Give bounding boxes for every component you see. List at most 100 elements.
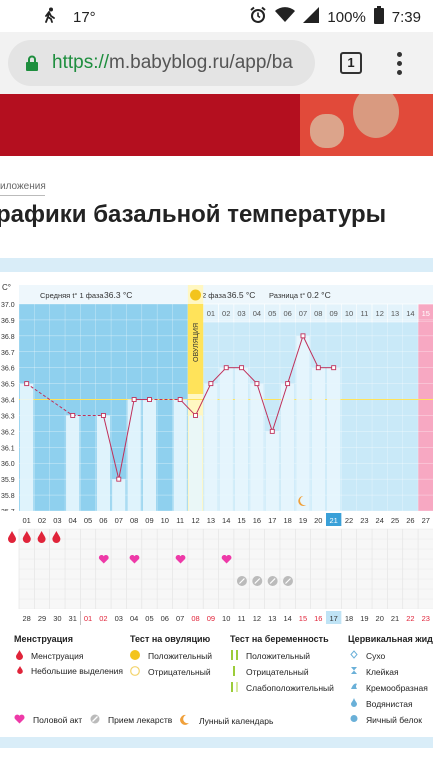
tab-switcher-button[interactable]: 1: [340, 52, 362, 74]
legend-preg-negative: Отрицательный: [231, 666, 309, 678]
menstruation-drop-icon: [22, 531, 31, 543]
legend-cerv-creamy: Кремообразная: [350, 682, 428, 693]
top-day-label: 07: [299, 309, 307, 318]
temp-bar: [265, 431, 279, 511]
page-title: рафики базальной температуры: [0, 201, 387, 228]
breadcrumb[interactable]: иложения: [0, 181, 46, 192]
browser-toolbar: https://m.babyblog.ru/app/ba 1: [0, 32, 433, 94]
intercourse-heart-icon: [175, 554, 186, 564]
y-axis-unit: C°: [2, 283, 11, 292]
y-tick-label: 37.0: [1, 302, 15, 309]
hollow-drop-icon: [350, 650, 358, 661]
calendar-date-label: 18: [345, 614, 353, 623]
temp-point: [24, 381, 30, 387]
phase1-label: Средняя t° 1 фаза: [40, 291, 104, 300]
legend-cervical-title: Цервикальная жидко: [348, 634, 433, 644]
temp-line-segment: [195, 383, 212, 416]
calendar-date-label: 12: [253, 614, 261, 623]
cycle-day-label: 18: [283, 516, 291, 525]
clock-time: 7:39: [391, 8, 421, 26]
cycle-day-label: 10: [161, 516, 169, 525]
cycle-day-label: 25: [391, 516, 399, 525]
cycle-day-label: 27: [422, 516, 430, 525]
temp-bar: [20, 383, 34, 511]
browser-menu-button[interactable]: [392, 50, 406, 78]
ad-banner[interactable]: [0, 94, 433, 156]
temp-point: [208, 381, 214, 387]
calendar-date-label: 15: [299, 614, 307, 623]
top-day-label: 14: [406, 309, 414, 318]
temp-bar: [66, 415, 80, 511]
temp-point: [100, 413, 106, 418]
temp-bar: [327, 367, 341, 511]
temp-bar: [296, 335, 310, 511]
temp-bar: [142, 399, 157, 511]
temp-line-segment: [302, 335, 319, 368]
calendar-date-label: 05: [145, 614, 153, 623]
top-day-label: 10: [345, 309, 353, 318]
temp-bar: [96, 415, 111, 511]
calendar-date-label: 17: [330, 614, 338, 623]
ovulation-test-dot: [190, 289, 202, 301]
temp-bar: [173, 399, 187, 511]
drop-icon: [16, 650, 23, 662]
temp-point: [285, 381, 291, 387]
menstruation-drop-icon: [37, 531, 46, 543]
legend-intercourse: Половой акт: [14, 714, 82, 726]
url-scheme: https://: [52, 52, 110, 73]
lock-icon: [25, 55, 39, 71]
intercourse-heart-icon: [221, 554, 232, 564]
cycle-day-row: [0, 511, 433, 528]
top-day-label: 04: [253, 309, 261, 318]
medication-pill-mark: [239, 578, 245, 584]
highlight-column: [418, 322, 433, 511]
top-day-label: 06: [283, 309, 291, 318]
breadcrumb-underline: [0, 195, 45, 196]
intercourse-heart-icon: [98, 554, 109, 564]
temp-bar: [188, 415, 203, 511]
temp-point: [315, 365, 321, 371]
y-tick-label: 36.9: [1, 318, 15, 325]
cycle-day-label: 04: [69, 516, 77, 525]
intercourse-heart-icon: [129, 554, 140, 564]
cycle-day-label: 05: [84, 516, 92, 525]
calendar-date-label: 20: [376, 614, 384, 623]
temp-point: [193, 413, 198, 418]
legend-spotting-item: Небольшие выделения: [17, 666, 123, 676]
bbt-chart[interactable]: Средняя t° 1 фаза 36.3 °C 2 фаза 36.5 °C Раз…: [0, 285, 433, 625]
cycle-day-label: 19: [299, 516, 307, 525]
top-day-label: 13: [391, 309, 399, 318]
calendar-today-highlight: [326, 611, 342, 624]
temp-line-segment: [118, 399, 135, 480]
legend-ovulation-title: Тест на овуляцию: [130, 634, 211, 644]
double-bar-icon: [231, 650, 238, 662]
temp-bar: [219, 367, 233, 511]
cycle-day-label: 26: [406, 516, 414, 525]
legend-medication: Прием лекарств: [90, 714, 172, 726]
address-bar[interactable]: https://m.babyblog.ru/app/ba: [8, 40, 315, 86]
temp-bar: [204, 383, 218, 511]
calendar-date-label: 02: [99, 614, 107, 623]
moon-icon: [180, 714, 191, 727]
cycle-day-label: 21: [330, 516, 338, 525]
y-tick-label: 35.9: [1, 477, 15, 484]
calendar-date-label: 06: [161, 614, 169, 623]
wifi-icon: [275, 7, 296, 27]
y-tick-label: 36.6: [1, 366, 15, 373]
phase2-label: 2 фаза: [202, 291, 227, 300]
legend-menstruation-item: Менструация: [16, 650, 83, 662]
top-day-label: 12: [376, 309, 384, 318]
y-tick-label: 36.3: [1, 413, 15, 420]
temp-bar: [311, 367, 325, 511]
top-day-label: 05: [268, 309, 276, 318]
legend-ovtest-negative: Отрицательный: [130, 666, 211, 678]
y-tick-label: 36.1: [1, 445, 15, 452]
calendar-date-label: 11: [238, 614, 246, 623]
temp-point: [239, 365, 245, 371]
temp-point: [254, 381, 260, 387]
temp-point: [70, 413, 76, 418]
calendar-date-label: 19: [360, 614, 368, 623]
temp-point: [147, 397, 152, 402]
creamy-icon: [350, 682, 358, 693]
battery-percent: 100%: [327, 8, 366, 26]
